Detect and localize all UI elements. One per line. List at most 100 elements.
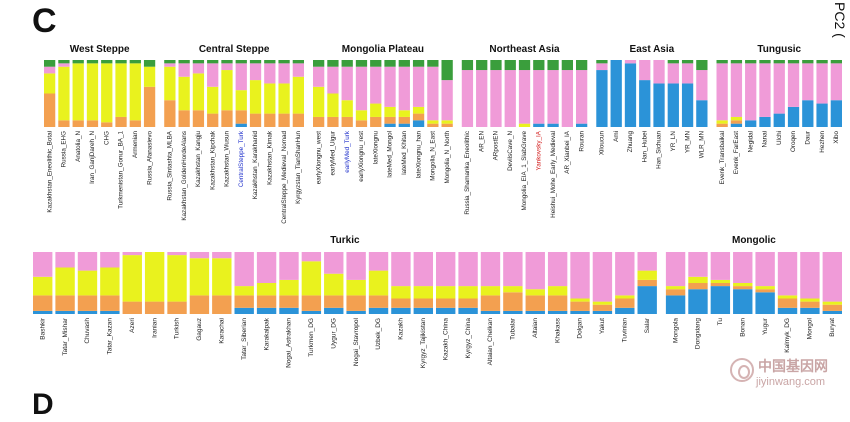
segment-yellow (192, 73, 205, 111)
segment-blue (822, 310, 842, 314)
segment-blue (777, 307, 798, 314)
segment-pink (189, 252, 210, 259)
segment-pink (547, 70, 559, 124)
segment-orange (413, 298, 433, 308)
segment-pink (480, 252, 501, 287)
segment-green (490, 60, 502, 71)
population-label: Han_Sichuan (656, 131, 663, 169)
segment-pink (596, 63, 608, 71)
segment-orange (525, 295, 545, 311)
segment-orange (234, 295, 254, 308)
population-bar (773, 60, 785, 127)
population-label: earlyMed_Uigur (330, 131, 337, 175)
segment-pink (256, 252, 277, 283)
segment-pink (346, 252, 366, 280)
population-label: Uygur_DG (330, 318, 337, 349)
segment-orange (391, 298, 411, 308)
segment-blue (547, 310, 568, 314)
segment-green (44, 60, 56, 67)
population-bar (436, 252, 456, 314)
segment-pink (292, 63, 304, 77)
segment-pink (458, 252, 478, 287)
segment-blue (665, 295, 686, 314)
segment-yellow (688, 276, 708, 283)
segment-pink (800, 252, 820, 299)
population-bar (33, 252, 53, 314)
segment-orange (77, 295, 98, 311)
population-label: Kazakhstan_Karakhanid (252, 131, 259, 200)
segment-pink (624, 60, 637, 64)
segment-orange (212, 295, 232, 314)
population-label: Altaian (532, 318, 539, 338)
segment-blue (533, 123, 545, 127)
segment-yellow (368, 270, 389, 296)
segment-pink (773, 63, 785, 114)
segment-blue (688, 289, 708, 314)
segment-orange (164, 100, 176, 127)
population-label: Turkmenistan_Gonur_BA_1 (118, 131, 125, 209)
segment-orange (129, 120, 141, 127)
segment-yellow (346, 279, 366, 296)
population-bar (596, 60, 608, 127)
segment-pink (212, 252, 232, 259)
population-label: Chuvash (84, 318, 91, 344)
population-bar (822, 252, 842, 314)
population-label: lateXiongnu_han (415, 131, 422, 179)
population-bar (639, 60, 651, 127)
segment-green (716, 60, 728, 64)
population-bar (755, 252, 775, 314)
segment-pink (503, 252, 523, 287)
group-mongolic (665, 252, 842, 314)
segment-blue (730, 123, 743, 127)
population-bar (355, 60, 368, 127)
segment-blue (696, 100, 708, 127)
population-bar (370, 60, 382, 127)
segment-green (576, 60, 588, 71)
segment-yellow (441, 120, 453, 124)
population-label: Nanai (762, 131, 769, 147)
segment-yellow (72, 63, 84, 121)
segment-pink (301, 252, 322, 262)
segment-orange (235, 110, 247, 124)
segment-blue (745, 120, 757, 127)
segment-orange (122, 301, 142, 314)
population-label: lateMed_Khitan (401, 131, 408, 175)
segment-orange (249, 113, 262, 127)
population-label: Zhuang (627, 131, 634, 153)
population-bar (733, 252, 753, 314)
population-label: earlyXiongnu_rest (358, 131, 365, 182)
segment-pink (436, 252, 456, 287)
watermark-logo-icon (730, 358, 754, 382)
segment-orange (730, 120, 743, 124)
segment-green (355, 60, 368, 67)
segment-blue (755, 292, 775, 314)
segment-blue (480, 310, 501, 314)
segment-pink (525, 252, 545, 290)
segment-orange (458, 298, 478, 308)
population-bar (653, 60, 665, 127)
group-title: Mongolia Plateau (342, 44, 424, 55)
segment-pink (461, 70, 474, 127)
segment-orange (355, 120, 368, 127)
population-bar (324, 252, 344, 314)
segment-pink (164, 63, 176, 67)
population-label: Kyrgyz_China (465, 318, 472, 359)
segment-pink (667, 63, 679, 84)
segment-orange (115, 116, 127, 127)
population-bar (576, 60, 588, 127)
next-panel-letter: D (32, 388, 54, 421)
population-label: Tubalar (510, 317, 517, 340)
segment-pink (533, 70, 545, 124)
population-bar (800, 252, 820, 314)
segment-pink (716, 63, 728, 121)
segment-pink (313, 66, 325, 87)
segment-blue (391, 307, 411, 314)
population-bar (143, 60, 156, 127)
population-label: WLR_MN (699, 131, 706, 159)
segment-orange (341, 116, 353, 127)
population-label: Yankovsky_IA (535, 130, 542, 170)
segment-orange (398, 116, 410, 124)
segment-pink (55, 252, 75, 268)
population-bar (292, 60, 304, 127)
population-label: Bashkir (39, 317, 46, 340)
